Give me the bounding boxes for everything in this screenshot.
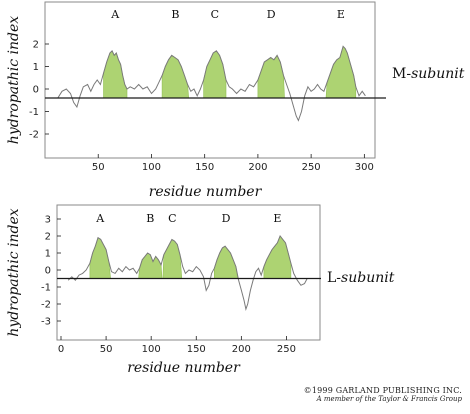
subunit-label: L-subunit bbox=[327, 270, 395, 286]
plot-frame bbox=[56, 204, 321, 341]
helix-label-b: B bbox=[146, 212, 154, 225]
x-tick-label: 250 bbox=[302, 162, 321, 173]
helix-label-a: A bbox=[110, 8, 120, 21]
subunit-prefix: L- bbox=[327, 270, 341, 286]
helix-label-e: E bbox=[273, 212, 281, 225]
subunit-label: M-subunit bbox=[392, 66, 465, 82]
y-tick-label: -1 bbox=[29, 107, 39, 118]
credit-line-1: ©1999 GARLAND PUBLISHING INC. bbox=[303, 386, 462, 395]
y-tick-label: 2 bbox=[45, 232, 51, 243]
x-tick-label: 100 bbox=[142, 162, 161, 173]
y-tick-label: 0 bbox=[33, 85, 39, 96]
plot-frame bbox=[44, 1, 376, 159]
x-tick-label: 200 bbox=[248, 162, 267, 173]
m-subunit-chart: A B C D E 2 1 0 -1 -2 50 100 150 200 250 300 residue num… bbox=[6, 1, 465, 200]
x-tick-label: 150 bbox=[187, 344, 206, 355]
helix-label-b: B bbox=[171, 8, 179, 21]
subunit-name: subunit bbox=[411, 66, 465, 82]
y-tick-label: 1 bbox=[33, 62, 39, 73]
helix-region-c bbox=[162, 238, 183, 279]
y-tick-label: -2 bbox=[41, 300, 51, 311]
x-tick-label: 0 bbox=[58, 344, 64, 355]
helix-region-a bbox=[89, 237, 111, 279]
helix-region-b bbox=[138, 252, 163, 279]
credit-line-2: A member of the Taylor & Francis Group bbox=[316, 395, 462, 403]
helix-region-c bbox=[203, 50, 227, 99]
x-tick-label: 50 bbox=[92, 162, 105, 173]
x-axis-title: residue number bbox=[149, 184, 263, 200]
y-tick-label: -3 bbox=[41, 317, 51, 328]
x-tick-label: 50 bbox=[100, 344, 113, 355]
x-tick-label: 300 bbox=[355, 162, 374, 173]
helix-label-c: C bbox=[211, 8, 219, 21]
y-tick-label: 0 bbox=[45, 266, 51, 277]
y-tick-label: 3 bbox=[45, 215, 51, 226]
helix-label-d: D bbox=[267, 8, 276, 21]
hydropathy-line bbox=[57, 45, 366, 122]
helix-label-c: C bbox=[168, 212, 176, 225]
y-tick-label: -2 bbox=[29, 130, 39, 141]
y-axis-title: hydropathic index bbox=[6, 16, 22, 144]
helix-region-a bbox=[103, 50, 128, 99]
x-tick-label: 150 bbox=[195, 162, 214, 173]
copyright-credit: ©1999 GARLAND PUBLISHING INC. A member o… bbox=[304, 386, 462, 403]
l-subunit-chart: A B C D E 3 2 1 0 -1 -2 -3 0 50 100 150 200 250 residue nu… bbox=[6, 204, 395, 376]
y-tick-label: -1 bbox=[41, 283, 51, 294]
subunit-prefix: M- bbox=[392, 66, 411, 82]
x-tick-label: 250 bbox=[277, 344, 296, 355]
x-axis-title: residue number bbox=[127, 360, 241, 376]
x-tick-label: 200 bbox=[232, 344, 251, 355]
subunit-name: subunit bbox=[341, 270, 395, 286]
helix-label-d: D bbox=[222, 212, 231, 225]
hydropathy-line bbox=[67, 235, 308, 311]
x-tick-label: 100 bbox=[142, 344, 161, 355]
helix-label-e: E bbox=[337, 8, 345, 21]
y-axis-title: hydropathic index bbox=[6, 208, 22, 336]
y-tick-label: 2 bbox=[33, 40, 39, 51]
y-tick-label: 1 bbox=[45, 249, 51, 260]
helix-label-a: A bbox=[95, 212, 105, 225]
